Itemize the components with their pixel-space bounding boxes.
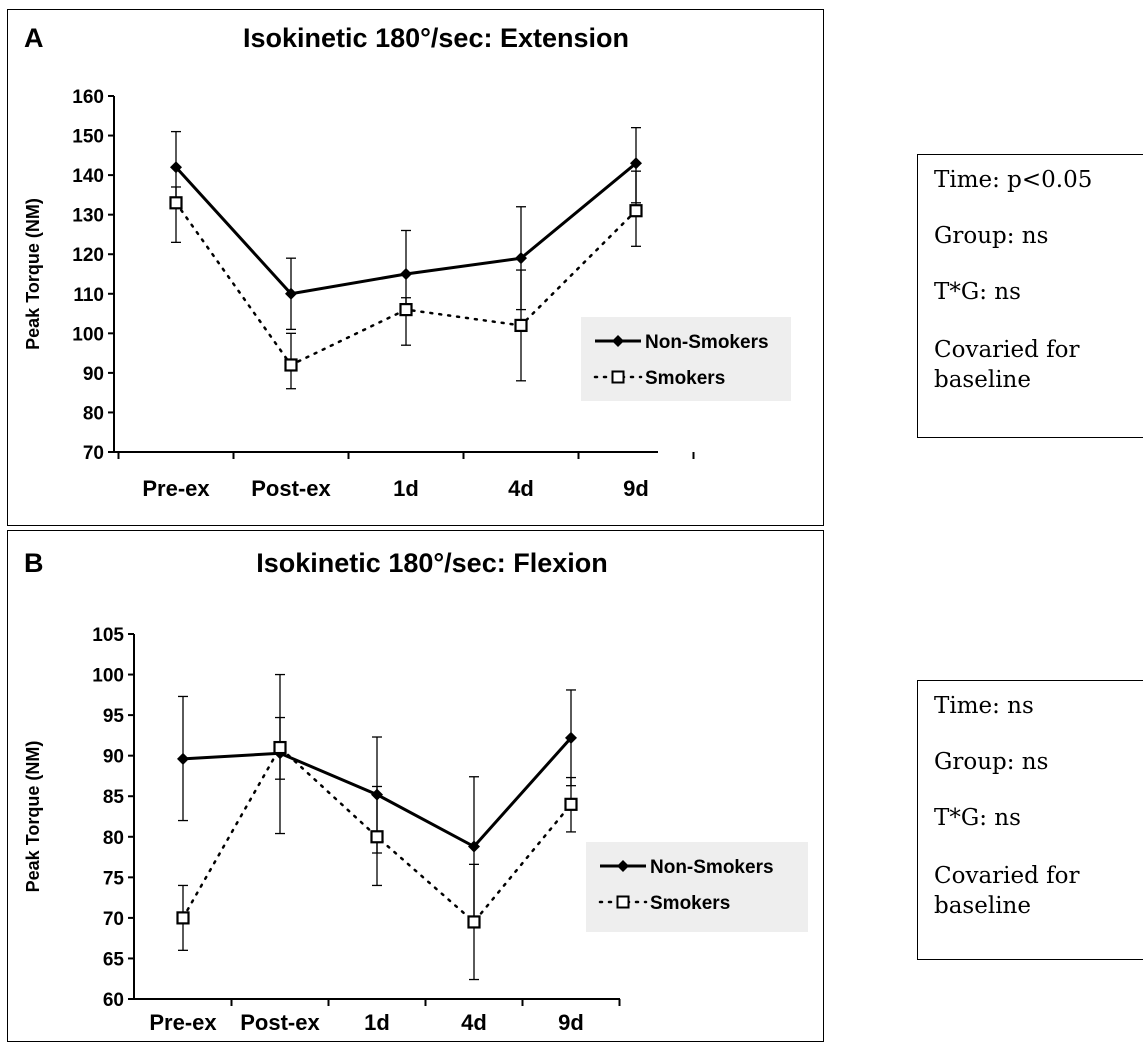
data-point — [284, 358, 298, 372]
panel-label: A — [24, 23, 44, 53]
data-point — [400, 268, 412, 280]
legend-label: Smokers — [650, 893, 730, 914]
y-tick-label: 140 — [72, 166, 104, 187]
data-point — [370, 830, 384, 844]
y-tick-label: 75 — [103, 868, 125, 889]
x-tick-label: Post-ex — [240, 1010, 320, 1035]
x-tick-label: 1d — [393, 476, 419, 501]
legend-marker — [616, 895, 630, 909]
stats-interaction: T*G: ns — [934, 805, 1021, 831]
y-tick-label: 90 — [103, 747, 124, 768]
panel-label: B — [24, 548, 44, 578]
data-point — [564, 797, 578, 811]
y-tick-label: 105 — [92, 625, 124, 646]
y-tick-label: 100 — [92, 666, 124, 687]
x-tick-label: Pre-ex — [142, 476, 210, 501]
y-tick-label: 160 — [72, 87, 104, 108]
data-point — [630, 157, 642, 170]
y-tick-label: 85 — [103, 787, 125, 808]
y-tick-label: 150 — [72, 127, 104, 148]
x-tick-label: Pre-ex — [149, 1010, 217, 1035]
y-tick-label: 70 — [83, 443, 104, 464]
y-tick-label: 95 — [103, 706, 125, 727]
series-smokers — [169, 170, 643, 390]
stats-time: Time: ns — [934, 693, 1034, 719]
y-tick-label: 60 — [103, 990, 124, 1011]
stats-time: Time: p<0.05 — [934, 167, 1093, 193]
data-point — [629, 204, 643, 218]
chart-b: B Isokinetic 180°/sec: Flexion Peak Torque… — [23, 548, 808, 1035]
data-point — [514, 318, 528, 333]
data-point — [169, 196, 183, 210]
y-axis-label: Peak Torque (NM) — [23, 198, 43, 350]
x-tick-label: 4d — [508, 476, 534, 501]
x-tick-label: Post-ex — [251, 476, 331, 501]
x-tick-label: 9d — [623, 476, 649, 501]
chart-panel-a: A Isokinetic 180°/sec: Extension Peak Torq… — [7, 9, 824, 526]
stats-covariate: Covaried for baseline — [934, 863, 1080, 919]
series-smokers — [176, 716, 578, 981]
x-tick-label: 1d — [364, 1010, 390, 1035]
stats-box-b: Time: ns Group: ns T*G: ns Covaried for … — [917, 680, 1143, 960]
data-point — [170, 161, 182, 174]
y-axis-label: Peak Torque (NM) — [23, 741, 43, 893]
data-point — [399, 303, 413, 317]
data-point — [177, 752, 189, 765]
legend: Non-Smokers Smokers — [586, 842, 808, 932]
x-tick-label: 4d — [461, 1010, 487, 1035]
y-tick-label: 130 — [72, 206, 104, 227]
chart-title: Isokinetic 180°/sec: Flexion — [256, 548, 607, 578]
data-point — [515, 252, 527, 265]
stats-covariate: Covaried for baseline — [934, 337, 1080, 393]
y-tick-label: 80 — [83, 403, 104, 424]
legend-label: Smokers — [645, 368, 725, 389]
stats-interaction: T*G: ns — [934, 279, 1021, 305]
legend: Non-Smokers Smokers — [581, 317, 791, 401]
y-tick-label: 110 — [73, 285, 104, 306]
legend-label: Non-Smokers — [645, 332, 769, 353]
y-tick-label: 80 — [103, 828, 124, 849]
y-tick-label: 100 — [72, 324, 104, 345]
legend-marker — [611, 370, 625, 384]
stats-box-a: Time: p<0.05 Group: ns T*G: ns Covaried … — [917, 154, 1143, 438]
legend-marker — [617, 860, 629, 872]
chart-a: A Isokinetic 180°/sec: Extension Peak Torq… — [23, 23, 791, 501]
stats-group: Group: ns — [934, 749, 1049, 775]
data-point — [565, 731, 577, 744]
data-point — [467, 915, 481, 929]
legend-label: Non-Smokers — [650, 857, 774, 878]
legend-background — [581, 317, 791, 401]
y-tick-label: 90 — [83, 364, 104, 385]
legend-background — [586, 842, 808, 932]
data-point — [285, 287, 297, 300]
chart-panel-b: B Isokinetic 180°/sec: Flexion Peak Torque… — [7, 530, 824, 1042]
data-point — [468, 840, 480, 853]
stats-group: Group: ns — [934, 223, 1049, 249]
x-tick-label: 9d — [558, 1010, 584, 1035]
data-point — [273, 740, 287, 755]
chart-title: Isokinetic 180°/sec: Extension — [243, 23, 629, 53]
y-tick-label: 65 — [103, 949, 125, 970]
y-tick-label: 70 — [103, 909, 124, 930]
y-tick-label: 120 — [72, 245, 104, 266]
data-point — [176, 911, 190, 925]
legend-marker — [612, 335, 624, 347]
